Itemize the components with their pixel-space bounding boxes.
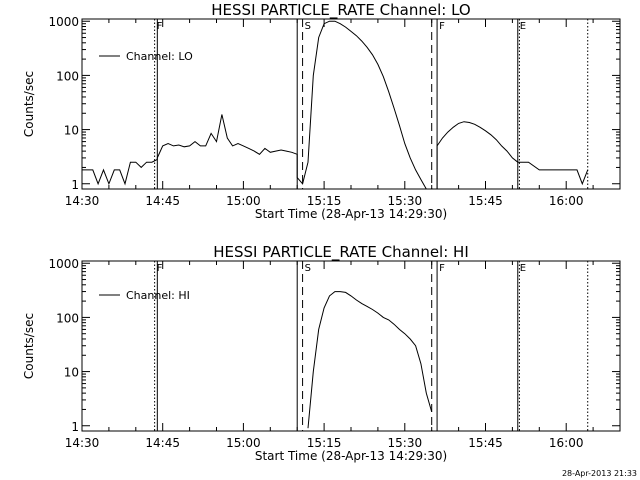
x-tick-label: 15:00 xyxy=(226,194,261,208)
chart-title: HESSI PARTICLE_RATE Channel: LO xyxy=(211,1,470,20)
x-axis-label: Start Time (28-Apr-13 14:29:30) xyxy=(255,449,447,463)
y-tick-label: 1000 xyxy=(48,257,79,271)
x-tick-label: 14:45 xyxy=(145,436,180,450)
event-marker-label: S xyxy=(305,21,311,32)
event-marker-label: F xyxy=(439,21,445,32)
legend-label: Channel: LO xyxy=(126,50,193,63)
y-tick-label: 1 xyxy=(71,178,79,192)
y-axis-label: Counts/sec xyxy=(22,313,36,379)
event-marker-label: E xyxy=(520,21,526,32)
x-tick-label: 14:30 xyxy=(65,194,100,208)
x-tick-label: 15:45 xyxy=(468,436,503,450)
y-tick-label: 1000 xyxy=(48,15,79,29)
y-tick-label: 10 xyxy=(64,124,79,138)
plot-frame xyxy=(81,18,621,190)
x-tick-label: 15:00 xyxy=(226,436,261,450)
x-tick-label: 15:30 xyxy=(388,194,423,208)
x-tick-label: 14:45 xyxy=(145,194,180,208)
x-tick-label: 15:15 xyxy=(307,194,342,208)
y-tick-label: 100 xyxy=(56,311,79,325)
x-tick-label: 14:30 xyxy=(65,436,100,450)
x-tick-label: 15:15 xyxy=(307,436,342,450)
legend-label: Channel: HI xyxy=(126,289,190,302)
event-marker-label: F xyxy=(157,21,163,32)
x-tick-label: 15:45 xyxy=(468,194,503,208)
y-tick-label: 1 xyxy=(71,420,79,434)
x-tick-label: 16:00 xyxy=(549,194,584,208)
x-axis-label: Start Time (28-Apr-13 14:29:30) xyxy=(255,207,447,221)
chart-panel-2: HESSI PARTICLE_RATE Channel: HI 14:30 14:4… xyxy=(22,243,621,463)
x-tick-label: 15:30 xyxy=(388,436,423,450)
generation-timestamp: 28-Apr-2013 21:33 xyxy=(561,469,637,478)
event-marker-label: F xyxy=(157,263,163,274)
plot-frame xyxy=(81,260,621,432)
event-marker-label: E xyxy=(520,263,526,274)
event-marker-label: F xyxy=(439,263,445,274)
y-axis-label: Counts/sec xyxy=(22,71,36,137)
x-tick-label: 16:00 xyxy=(549,436,584,450)
chart-panel-1: HESSI PARTICLE_RATE Channel: LO 14:30 14:4… xyxy=(22,1,621,221)
y-tick-label: 100 xyxy=(56,69,79,83)
y-tick-label: 10 xyxy=(64,366,79,380)
series-line-channel-hi xyxy=(307,291,433,429)
event-marker-label: S xyxy=(305,263,311,274)
series-line-channel-lo xyxy=(82,20,589,190)
chart-title: HESSI PARTICLE_RATE Channel: HI xyxy=(213,243,469,262)
